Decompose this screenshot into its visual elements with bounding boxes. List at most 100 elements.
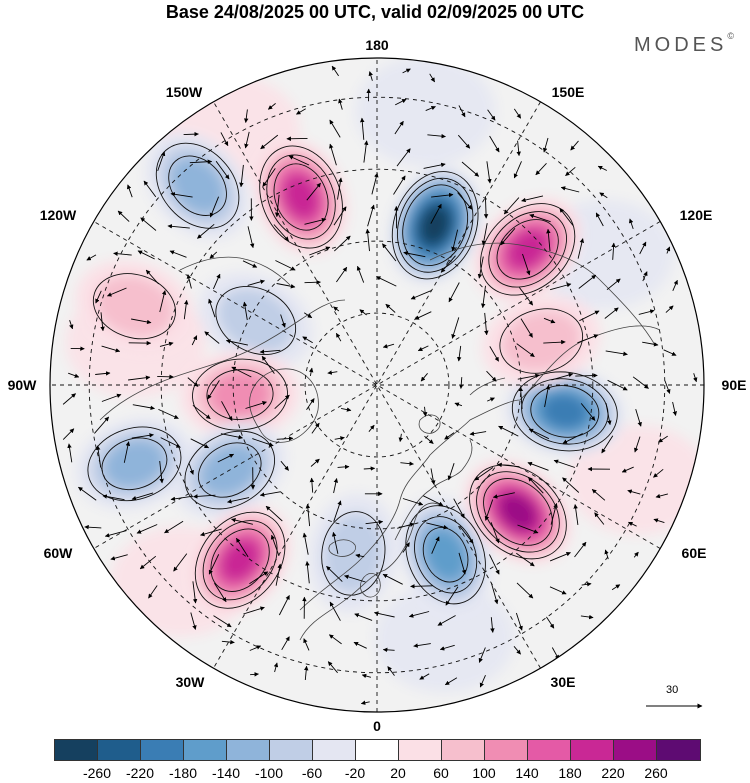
wind-vector-arrow (276, 283, 296, 289)
colorbar-tick-label: -100 (254, 765, 284, 781)
wind-vector-arrow (382, 343, 395, 349)
wind-vector-arrow (356, 265, 365, 283)
wind-vector-arrow (461, 161, 480, 177)
wind-vector-arrow (516, 582, 534, 599)
wind-vector-arrow (638, 309, 655, 315)
wind-vector-arrow (634, 436, 641, 453)
graticule (50, 58, 704, 712)
wind-vector-arrow (302, 336, 313, 344)
coast-novaya-zemlya (469, 377, 506, 396)
wind-vector-arrow (94, 416, 110, 434)
wind-vector-arrow (517, 373, 540, 380)
wind-vector-arrow (245, 401, 267, 409)
wind-vector-arrow (489, 135, 500, 153)
wind-vector-arrow (270, 534, 280, 557)
lon-label-0: 0 (373, 718, 381, 734)
wind-vector-arrow (575, 373, 598, 378)
height-contour (422, 527, 469, 583)
wind-vector-arrow (653, 518, 665, 524)
wind-vector-arrow (513, 108, 522, 119)
wind-vector-arrow (359, 309, 367, 316)
wind-vector-arrow (444, 432, 455, 440)
wind-vector-arrow (484, 312, 489, 336)
lon-label-150e: 150E (552, 84, 585, 100)
wind-vector-arrow (309, 246, 331, 256)
positive-anomaly-shade (507, 229, 549, 270)
wind-vector-arrow (123, 441, 131, 463)
wind-vector-arrow (633, 551, 639, 558)
colorbar-tick-label: -260 (82, 765, 112, 781)
wind-vector-arrow (260, 134, 279, 150)
wind-vector-arrow (430, 203, 442, 224)
meridian-line (213, 101, 541, 669)
negative-anomaly-shade (425, 529, 466, 581)
wind-vector-arrow (373, 611, 395, 618)
wind-vector-arrow (577, 238, 585, 259)
lon-label-30e: 30E (551, 674, 576, 690)
wind-vector-arrow (275, 563, 282, 586)
wind-vector-arrow (639, 241, 647, 255)
wind-vector-arrow (78, 486, 97, 501)
positive-anomaly-shade (499, 494, 537, 530)
wind-vector-arrow (497, 462, 520, 468)
wind-vector-arrow (483, 196, 489, 219)
wind-vector-arrow (431, 192, 454, 198)
wind-vector-arrow (354, 613, 373, 621)
height-contour (496, 219, 559, 280)
wind-vector-arrow (250, 672, 259, 677)
wind-vector-arrow (425, 105, 436, 112)
wind-vector-arrow (385, 303, 396, 313)
wind-vector-arrow (243, 109, 249, 123)
wind-vector-arrow (355, 553, 365, 559)
wind-vector-arrow (344, 574, 366, 583)
wind-vector-arrow (503, 197, 520, 215)
wind-vector-arrow (310, 458, 320, 467)
height-contour (210, 528, 270, 592)
wind-vector-arrow (231, 517, 254, 525)
wind-vector-arrow (276, 436, 294, 441)
wind-vector-arrow (95, 445, 102, 468)
wind-vector-arrow (261, 355, 275, 374)
wind-vector-arrow (302, 532, 309, 555)
chart-title: Base 24/08/2025 00 UTC, valid 02/09/2025… (165, 2, 585, 22)
wind-vector-arrow (387, 666, 395, 676)
wind-vector-arrow (423, 162, 446, 169)
height-contour (476, 471, 560, 553)
meridian-line (213, 101, 541, 669)
wind-vector-arrow (519, 287, 534, 306)
wind-vector-arrow (665, 246, 671, 254)
wind-vector-arrow (402, 68, 411, 74)
wind-vector-arrow (280, 314, 286, 328)
wind-vector-arrow (529, 213, 551, 223)
colorbar-box (55, 740, 98, 760)
wind-vector-arrow (338, 98, 343, 110)
wind-vector-arrow (192, 404, 211, 420)
wind-vector-arrow (517, 524, 539, 534)
wind-vector-arrow (113, 251, 132, 256)
wind-vector-arrow (159, 460, 164, 484)
wind-vector-arrow (549, 552, 571, 562)
wind-vector-arrow (456, 345, 462, 362)
wind-vector-arrow (605, 403, 612, 426)
wind-vector-arrow (145, 269, 159, 285)
wind-vector-arrow (259, 491, 281, 497)
wind-vector-arrow (560, 186, 580, 193)
coast-svalbard (418, 414, 441, 434)
wind-vector-arrow (394, 120, 404, 135)
wind-vector-arrow (67, 443, 73, 463)
wind-vector-arrow (578, 274, 597, 289)
wind-vector-arrow (183, 131, 199, 137)
wind-vector-arrow (167, 224, 190, 229)
wind-vector-arrow (393, 175, 406, 195)
coast-siberia (429, 242, 656, 346)
wind-vector-arrow (458, 552, 467, 575)
lon-label-120e: 120E (680, 207, 713, 223)
wind-vector-arrow (429, 73, 435, 83)
wind-vector-arrow (410, 584, 433, 589)
negative-anomaly-shade (323, 513, 383, 594)
wind-vectors (62, 65, 698, 705)
wind-vector-arrow (288, 155, 310, 166)
height-contour (155, 142, 240, 229)
wind-vector-arrow (367, 204, 375, 227)
wind-vector-arrow (341, 407, 352, 412)
